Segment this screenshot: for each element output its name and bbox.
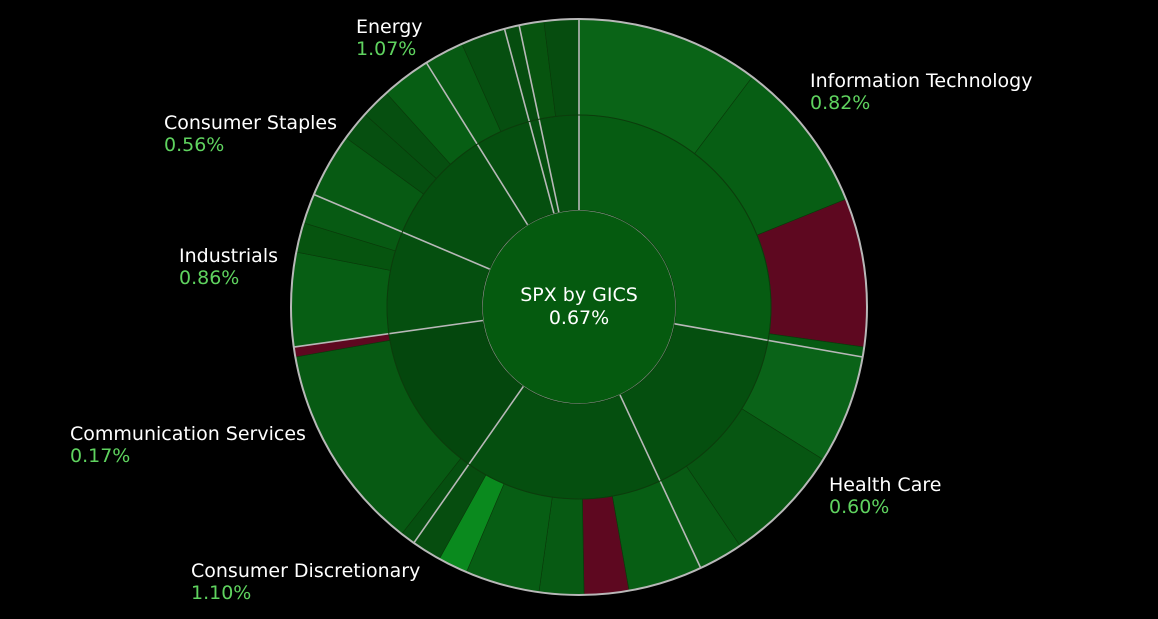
sector-change-consumer-staples: 0.56% bbox=[164, 134, 224, 156]
sector-divider bbox=[619, 394, 702, 569]
sunburst-rings bbox=[290, 18, 868, 596]
center-value: 0.67% bbox=[549, 307, 609, 329]
sector-change-consumer-discretionary: 1.10% bbox=[191, 582, 251, 604]
inner-ring-boundary bbox=[386, 114, 772, 500]
outer-rim bbox=[290, 18, 868, 596]
sector-change-industrials: 0.86% bbox=[179, 267, 239, 289]
sector-label-consumer-discretionary: Consumer Discretionary bbox=[191, 560, 420, 582]
center-title: SPX by GICS bbox=[520, 284, 638, 306]
sector-label-consumer-staples: Consumer Staples bbox=[164, 112, 337, 134]
sector-label-energy: Energy bbox=[356, 16, 423, 38]
sector-label-communication-services: Communication Services bbox=[70, 423, 306, 445]
sector-label-industrials: Industrials bbox=[179, 245, 278, 267]
sector-change-information-technology: 0.82% bbox=[810, 92, 870, 114]
sector-divider bbox=[313, 193, 491, 270]
sector-change-health-care: 0.60% bbox=[829, 496, 889, 518]
sector-label-health-care: Health Care bbox=[829, 474, 941, 496]
sector-change-communication-services: 0.17% bbox=[70, 445, 130, 467]
sector-divider bbox=[674, 323, 863, 358]
sector-change-energy: 1.07% bbox=[356, 38, 416, 60]
center-label: SPX by GICS 0.67% bbox=[520, 284, 638, 329]
sector-label-information-technology: Information Technology bbox=[810, 70, 1032, 92]
